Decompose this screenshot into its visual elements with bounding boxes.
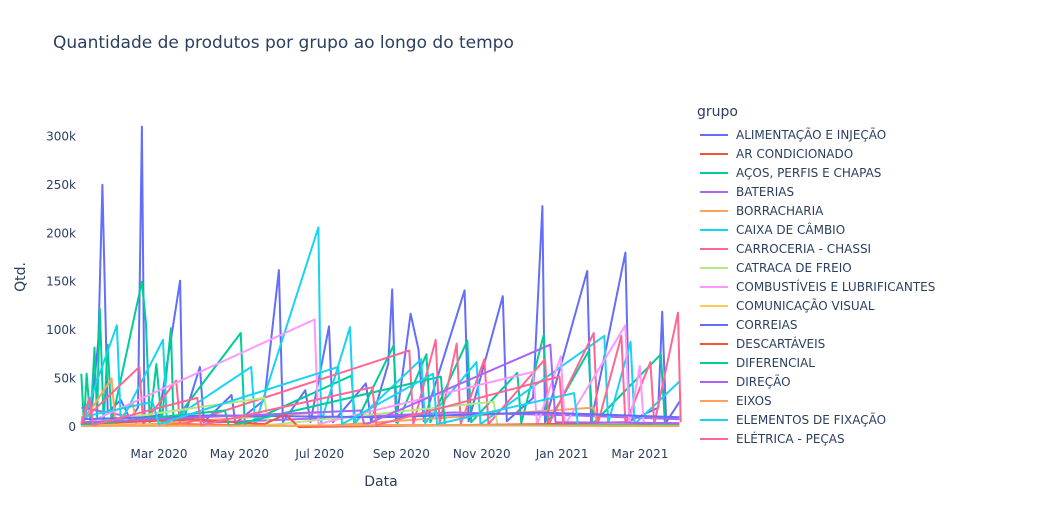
legend-item[interactable]: AR CONDICIONADO: [697, 144, 935, 163]
legend: grupo ALIMENTAÇÃO E INJEÇÃO AR CONDICIONA…: [697, 104, 935, 448]
x-tick-label: Sep 2020: [373, 447, 430, 461]
legend-label: DIFERENCIAL: [736, 355, 815, 370]
legend-item[interactable]: ALIMENTAÇÃO E INJEÇÃO: [697, 125, 935, 144]
x-axis: Mar 2020 May 2020 Jul 2020 Sep 2020 Nov 2020…: [131, 447, 669, 461]
legend-label: AÇOS, PERFIS E CHAPAS: [736, 165, 882, 180]
legend-line-icon: [700, 342, 728, 345]
plot-area[interactable]: [80, 125, 682, 428]
chart-title: Quantidade de produtos por grupo ao long…: [53, 33, 514, 53]
legend-label: AR CONDICIONADO: [736, 146, 854, 161]
legend-line-icon: [700, 152, 728, 155]
legend-label: BATERIAS: [736, 184, 795, 199]
legend-item[interactable]: CATRACA DE FREIO: [697, 258, 935, 277]
legend-line-icon: [700, 399, 728, 402]
legend-label: COMUNICAÇÃO VISUAL: [736, 298, 875, 313]
legend-item[interactable]: COMUNICAÇÃO VISUAL: [697, 296, 935, 315]
legend-label: CAIXA DE CÂMBIO: [736, 222, 846, 237]
x-tick-label: Jan 2021: [535, 447, 589, 461]
x-tick-label: Nov 2020: [453, 447, 511, 461]
legend-item[interactable]: DIFERENCIAL: [697, 353, 935, 372]
legend-label: DESCARTÁVEIS: [736, 336, 826, 351]
series-line-16[interactable]: [80, 375, 565, 427]
series-line-5[interactable]: [80, 226, 681, 426]
x-tick-label: Jul 2020: [294, 447, 344, 461]
legend-line-icon: [700, 209, 728, 212]
legend-item[interactable]: AÇOS, PERFIS E CHAPAS: [697, 163, 935, 182]
y-tick-label: 150k: [46, 275, 76, 289]
x-tick-label: Mar 2020: [131, 447, 188, 461]
legend-item[interactable]: ELEMENTOS DE FIXAÇÃO: [697, 410, 935, 429]
y-tick-label: 250k: [46, 178, 76, 192]
legend-line-icon: [700, 171, 728, 174]
legend-label: CATRACA DE FREIO: [736, 260, 852, 275]
legend-item[interactable]: DESCARTÁVEIS: [697, 334, 935, 353]
series-line-0[interactable]: [80, 125, 682, 425]
legend-item[interactable]: DIREÇÃO: [697, 372, 935, 391]
legend-item[interactable]: BORRACHARIA: [697, 201, 935, 220]
x-axis-title: Data: [364, 474, 397, 490]
legend-title: grupo: [697, 104, 738, 120]
legend-line-icon: [700, 380, 728, 383]
legend-line-icon: [700, 361, 728, 364]
x-tick-label: May 2020: [210, 447, 269, 461]
legend-line-icon: [700, 304, 728, 307]
y-tick-label: 300k: [46, 129, 76, 143]
legend-label: DIREÇÃO: [736, 374, 791, 389]
y-tick-label: 50k: [54, 372, 76, 386]
legend-line-icon: [700, 437, 728, 440]
legend-item[interactable]: CARROCERIA - CHASSI: [697, 239, 935, 258]
legend-label: CORREIAS: [736, 317, 798, 332]
legend-line-icon: [700, 323, 728, 326]
legend-label: BORRACHARIA: [736, 203, 824, 218]
legend-label: COMBUSTÍVEIS E LUBRIFICANTES: [736, 279, 936, 294]
legend-item[interactable]: CAIXA DE CÂMBIO: [697, 220, 935, 239]
legend-label: EIXOS: [736, 393, 772, 408]
series-line-2[interactable]: [80, 280, 666, 427]
legend-line-icon: [700, 190, 728, 193]
legend-line-icon: [700, 247, 728, 250]
series-line-13[interactable]: [81, 343, 680, 427]
legend-label: CARROCERIA - CHASSI: [736, 241, 872, 256]
series-line-14[interactable]: [81, 424, 680, 427]
legend-item[interactable]: CORREIAS: [697, 315, 935, 334]
legend-line-icon: [700, 418, 728, 421]
legend-item[interactable]: EIXOS: [697, 391, 935, 410]
y-tick-label: 0: [68, 420, 76, 434]
legend-item[interactable]: ELÉTRICA - PEÇAS: [697, 429, 935, 448]
legend-item[interactable]: BATERIAS: [697, 182, 935, 201]
y-axis: 0 50k 100k 150k 200k 250k 300k: [46, 129, 76, 434]
legend-line-icon: [700, 285, 728, 288]
legend-label: ELÉTRICA - PEÇAS: [736, 431, 845, 446]
legend-line-icon: [700, 133, 728, 136]
legend-label: ALIMENTAÇÃO E INJEÇÃO: [736, 127, 887, 142]
series-line-8[interactable]: [80, 318, 645, 427]
legend-label: ELEMENTOS DE FIXAÇÃO: [736, 412, 887, 427]
y-tick-label: 200k: [46, 226, 76, 240]
legend-line-icon: [700, 228, 728, 231]
legend-line-icon: [700, 266, 728, 269]
legend-item[interactable]: COMBUSTÍVEIS E LUBRIFICANTES: [697, 277, 935, 296]
y-tick-label: 100k: [46, 323, 76, 337]
y-axis-title: Qtd.: [13, 262, 29, 292]
x-tick-label: Mar 2021: [611, 447, 668, 461]
